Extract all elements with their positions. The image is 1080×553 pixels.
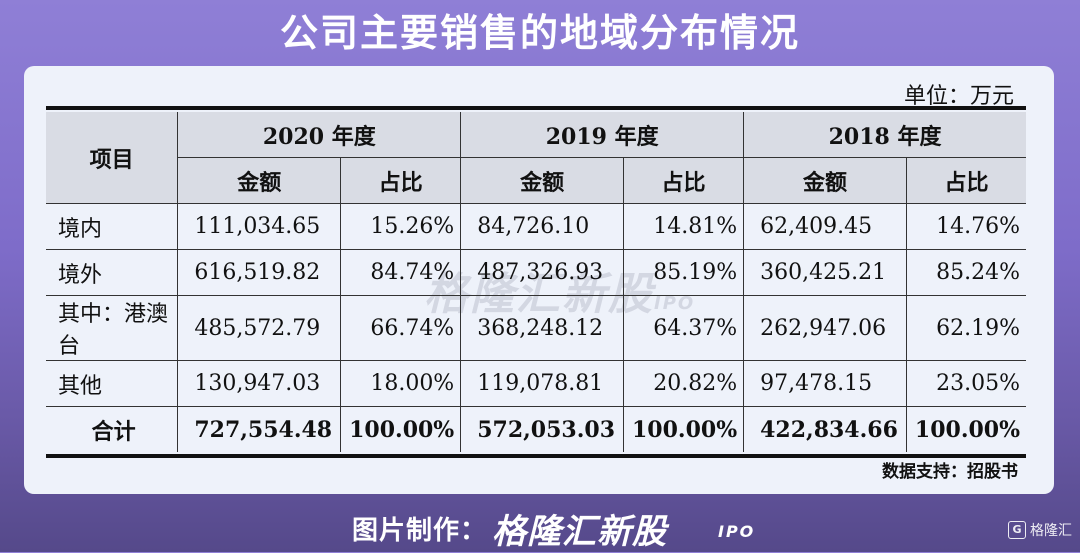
cell-amount: 84,726.10 <box>460 203 624 250</box>
row-item: 境内 <box>46 203 179 250</box>
cell-ratio: 66.74% <box>340 295 462 361</box>
cell-ratio: 14.76% <box>905 203 1026 250</box>
total-row: 合计 727,554.48 100.00% 572,053.03 100.00%… <box>46 406 1026 452</box>
total-ratio: 100.00% <box>622 406 745 452</box>
footer: 图片制作： 格隆汇新股 IPO G 格隆汇 <box>0 500 1080 552</box>
cell-ratio: 84.74% <box>340 249 462 296</box>
cell-amount: 62,409.45 <box>743 203 907 250</box>
footer-ipo: IPO <box>718 522 756 541</box>
total-ratio: 100.00% <box>905 406 1026 452</box>
row-item: 其他 <box>46 360 179 407</box>
sales-region-table: 项目 2020 年度 2019 年度 2018 年度 金额 占比 金额 占比 金… <box>46 112 1026 452</box>
cell-ratio: 14.81% <box>622 203 745 250</box>
cell-ratio: 62.19% <box>905 295 1026 361</box>
cell-ratio: 20.82% <box>622 360 745 407</box>
cell-amount: 130,947.03 <box>177 360 342 407</box>
total-label: 合计 <box>46 406 179 452</box>
year-header-2019: 2019 年度 <box>460 112 745 158</box>
cell-amount: 487,326.93 <box>460 249 624 296</box>
cell-amount: 616,519.82 <box>177 249 342 296</box>
year-header-2020: 2020 年度 <box>177 112 462 158</box>
table-row: 境内 111,034.65 15.26% 84,726.10 14.81% 62… <box>46 203 1026 250</box>
table-card: 单位：万元 格隆汇新股IPO 项目 2020 年度 2019 年度 2018 年… <box>24 66 1054 494</box>
sub-header-amount: 金额 <box>177 157 342 204</box>
total-ratio: 100.00% <box>340 406 462 452</box>
total-amount: 727,554.48 <box>177 406 342 452</box>
cell-ratio: 85.24% <box>905 249 1026 296</box>
header-row-sub: 金额 占比 金额 占比 金额 占比 <box>46 157 1026 204</box>
table-row: 其中：港澳台 485,572.79 66.74% 368,248.12 64.3… <box>46 295 1026 361</box>
table-row: 境外 616,519.82 84.74% 487,326.93 85.19% 3… <box>46 249 1026 296</box>
total-amount: 572,053.03 <box>460 406 624 452</box>
cell-amount: 119,078.81 <box>460 360 624 407</box>
cell-ratio: 18.00% <box>340 360 462 407</box>
sub-header-amount: 金额 <box>460 157 624 204</box>
source-note: 数据支持：招股书 <box>882 462 1018 482</box>
cell-amount: 262,947.06 <box>743 295 907 361</box>
table-row: 其他 130,947.03 18.00% 119,078.81 20.82% 9… <box>46 360 1026 407</box>
cell-ratio: 64.37% <box>622 295 745 361</box>
sales-region-table-wrap: 项目 2020 年度 2019 年度 2018 年度 金额 占比 金额 占比 金… <box>46 106 1026 458</box>
year-header-2018: 2018 年度 <box>743 112 1026 158</box>
cell-amount: 360,425.21 <box>743 249 907 296</box>
brand-g-icon: G <box>1008 521 1026 539</box>
item-header: 项目 <box>46 112 179 204</box>
page-title: 公司主要销售的地域分布情况 <box>279 11 800 55</box>
sub-header-ratio: 占比 <box>340 157 462 204</box>
cell-ratio: 15.26% <box>340 203 462 250</box>
unit-label: 单位：万元 <box>903 84 1014 109</box>
header-row-years: 项目 2020 年度 2019 年度 2018 年度 <box>46 112 1026 204</box>
corner-brand-text: 格隆汇 <box>1030 523 1072 539</box>
cell-ratio: 85.19% <box>622 249 745 296</box>
cell-amount: 97,478.15 <box>743 360 907 407</box>
total-amount: 422,834.66 <box>743 406 907 452</box>
sub-header-amount: 金额 <box>743 157 907 204</box>
corner-brand: G 格隆汇 <box>1008 520 1072 540</box>
sub-header-ratio: 占比 <box>905 157 1026 204</box>
cell-amount: 368,248.12 <box>460 295 624 361</box>
footer-label: 图片制作： <box>352 516 488 546</box>
cell-amount: 111,034.65 <box>177 203 342 250</box>
sub-header-ratio: 占比 <box>622 157 745 204</box>
footer-brand-logo: 格隆汇新股 <box>492 512 667 552</box>
row-item: 其中：港澳台 <box>46 295 179 361</box>
row-item: 境外 <box>46 249 179 296</box>
cell-ratio: 23.05% <box>905 360 1026 407</box>
cell-amount: 485,572.79 <box>177 295 342 361</box>
